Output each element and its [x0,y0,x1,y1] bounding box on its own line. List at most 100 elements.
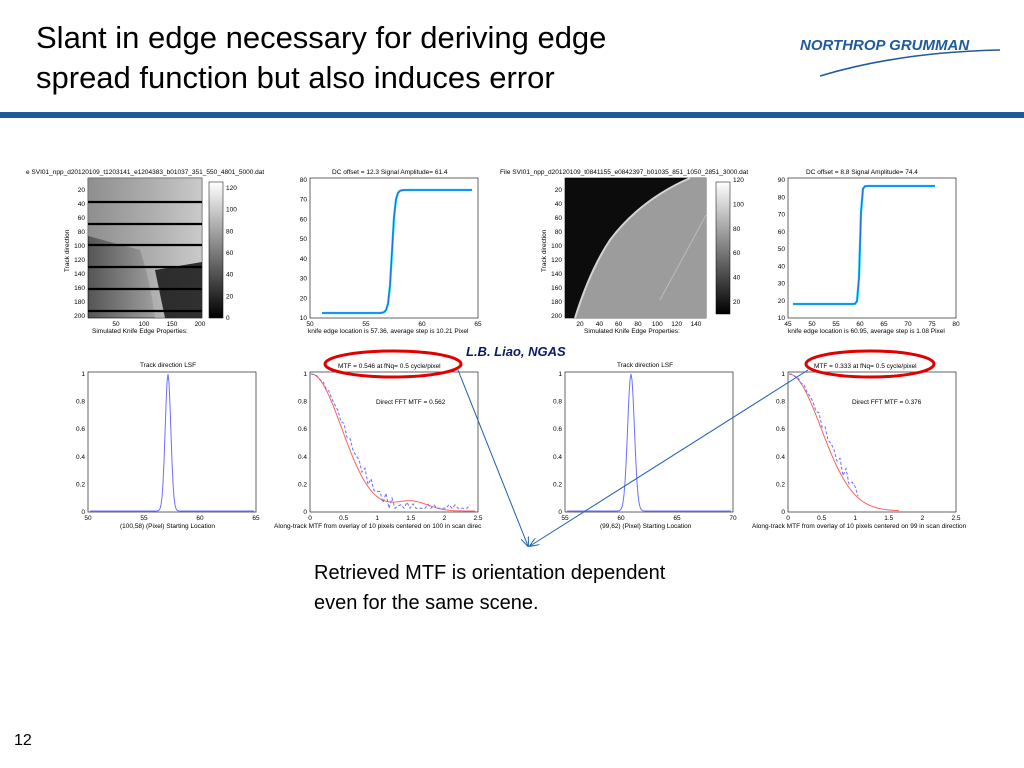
mtf-plot-2-ytick: 0.6 [776,426,785,433]
mtf-plot-2-xlabel: Along-track MTF from overlay of 10 pixel… [752,523,967,530]
edge-image-2-colorbar-tick: 60 [733,250,741,257]
mtf-plot-1-measured [310,373,471,510]
esf-plot-2-ytick: 30 [778,281,786,288]
callout-arrow-1 [457,369,528,546]
edge-image-1-colorbar-tick: 0 [226,315,230,322]
edge-image-2-ytick: 100 [551,243,562,250]
lsf-plot-2-ytick: 0.2 [553,481,562,488]
mtf-plot-1-ytick: 0.4 [298,454,307,461]
edge-image-2: File SVI01_npp_d20120109_t0841155_e08423… [500,169,748,335]
esf-plot-1-ytick: 60 [300,216,308,223]
author-credit: L.B. Liao, NGAS [466,344,566,359]
esf-plot-1-ytick: 40 [300,256,308,263]
edge-image-2-xtick: 20 [576,321,584,328]
mtf-plot-1-xtick: 0 [308,515,312,522]
lsf-plot-1-ytick: 0.2 [76,481,85,488]
edge-image-1-colorbar-tick: 40 [226,272,234,279]
edge-image-1-colorbar-tick: 120 [226,185,237,192]
edge-image-1-xtick: 100 [139,321,150,328]
lsf-plot-2-ytick: 0 [558,509,562,516]
esf-plot-1-xtick: 50 [306,321,314,328]
mtf-plot-2-ytick: 0.4 [776,454,785,461]
lsf-plot-1-xtick: 60 [196,515,204,522]
esf-plot-1-xtick: 60 [418,321,426,328]
esf-plot-2-fit [793,185,935,305]
edge-image-2-xtick: 100 [652,321,663,328]
esf-plot-1-ytick: 10 [300,315,308,322]
lsf-plot-2-xtick: 70 [729,515,737,522]
mtf-plot-1: 1 0.8 0.6 0.4 0.2 0 0 0.5 1 1.5 2 2.5 MTF = 0.546 … [274,363,483,530]
esf-plot-1-ytick: 70 [300,197,308,204]
esf-plot-2-ytick: 10 [778,315,786,322]
lsf-plot-2-curve [567,373,731,512]
mtf-plot-2-xtick: 1.5 [884,515,893,522]
mtf-plot-1-xlabel: Along-track MTF from overlay of 10 pixel… [274,523,482,530]
edge-image-2-ytick: 20 [555,187,563,194]
lsf-plot-2-xtick: 60 [617,515,625,522]
edge-image-2-xtick: 60 [615,321,623,328]
mtf-plot-1-xtick: 0.5 [339,515,348,522]
edge-image-2-colorbar-tick: 120 [733,177,744,184]
slide-title-line-2: spread function but also induces error [36,60,555,95]
esf-plot-2-ytick: 40 [778,263,786,270]
esf-plot-2-ytick: 60 [778,229,786,236]
mtf-plot-2-ytick: 0 [781,509,785,516]
esf-plot-2-ytick: 80 [778,194,786,201]
edge-image-1-ytick: 40 [78,201,86,208]
mtf-plot-2: 1 0.8 0.6 0.4 0.2 0 0 0.5 1 1.5 2 2.5 MTF = 0.333 … [752,363,967,530]
edge-image-2-xtick: 40 [596,321,604,328]
mtf-plot-1-xtick: 1 [375,515,379,522]
northrop-grumman-logo: NORTHROP GRUMMAN [800,37,1001,77]
esf-plot-2-ytick: 90 [778,177,786,184]
lsf-plot-2-xtick: 65 [673,515,681,522]
mtf-plot-1-ytick: 1 [303,371,307,378]
caption: Retrieved MTF is orientation dependent e… [314,558,665,618]
esf-plot-2-xtick: 70 [904,321,912,328]
esf-plot-2-ytick: 20 [778,298,786,305]
edge-image-2-ytick: 160 [551,285,562,292]
esf-plot-1-ytick: 50 [300,236,308,243]
edge-image-2-ytick: 40 [555,201,563,208]
mtf-plot-1-fit [310,373,476,512]
lsf-plot-1: Track direction LSF 1 0.8 0.6 0.4 0.2 0 50 55 6… [76,362,260,530]
mtf-plot-1-xtick: 2.5 [473,515,482,522]
edge-image-2-colorbar-tick: 20 [733,299,741,306]
esf-plot-1-xtick: 65 [474,321,482,328]
esf-plot-1-ytick: 80 [300,177,308,184]
esf-plot-1-fit [322,189,472,314]
mtf-plot-1-ytick: 0 [303,509,307,516]
esf-plot-1-ytick: 30 [300,276,308,283]
edge-image-1-colorbar-tick: 80 [226,228,234,235]
esf-plot-1-xlabel: knife edge location is 57.36, average st… [308,328,469,335]
edge-image-2-colorbar-tick: 80 [733,226,741,233]
mtf-1-highlight-ellipse [323,349,463,379]
page-number: 12 [14,732,32,749]
mtf-plot-2-xtick: 0 [786,515,790,522]
edge-image-1-xtick: 150 [167,321,178,328]
slide-title: Slant in edge necessary for deriving edg… [36,18,716,98]
edge-image-2-xlabel: Simulated Knife Edge Properties: [584,328,680,335]
svg-text:NORTHROP GRUMMAN: NORTHROP GRUMMAN [800,37,970,54]
esf-plot-2-xtick: 45 [784,321,792,328]
mtf-plot-2-xtick: 1 [853,515,857,522]
edge-image-1: e SVI01_npp_d20120109_t1203141_e1204383_… [26,169,264,335]
esf-plot-2-ytick: 70 [778,212,786,219]
mtf-plot-2-ytick: 0.8 [776,399,785,406]
lsf-plot-2-title: Track direction LSF [617,362,673,369]
mtf-plot-2-ytick: 0.2 [776,481,785,488]
mtf-plot-2-ytick: 1 [781,371,785,378]
mtf-plot-2-measured [788,373,859,497]
esf-plot-2-xtick: 75 [928,321,936,328]
lsf-plot-1-ytick: 0.6 [76,426,85,433]
esf-plot-2-xtick: 80 [952,321,960,328]
callout-arrow-2 [530,369,809,546]
edge-image-2-colorbar [715,181,731,315]
edge-image-2-title: File SVI01_npp_d20120109_t0841155_e08423… [500,169,748,176]
edge-image-2-ytick: 120 [551,257,562,264]
mtf-2-highlight-ellipse [804,349,936,379]
lsf-plot-2-ytick: 0.6 [553,426,562,433]
edge-image-2-ytick: 60 [555,215,563,222]
edge-image-2-ytick: 140 [551,271,562,278]
esf-plot-1-xtick: 55 [362,321,370,328]
esf-plot-2-xtick: 55 [832,321,840,328]
